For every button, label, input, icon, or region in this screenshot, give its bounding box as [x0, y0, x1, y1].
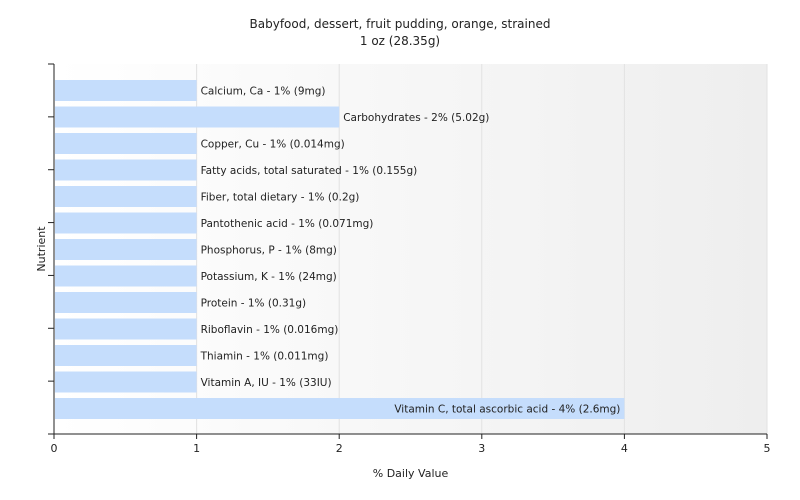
bar	[55, 318, 197, 340]
bar	[55, 371, 197, 393]
bar	[55, 106, 340, 128]
chart-title: Babyfood, dessert, fruit pudding, orange…	[250, 17, 551, 31]
x-axis-title: % Daily Value	[373, 467, 449, 480]
x-tick-label: 5	[764, 442, 771, 455]
x-tick-label: 4	[621, 442, 628, 455]
bar-label: Carbohydrates - 2% (5.02g)	[343, 112, 489, 124]
bar	[55, 133, 197, 154]
bar	[55, 398, 625, 419]
bar	[55, 80, 197, 101]
bar-label: Pantothenic acid - 1% (0.071mg)	[201, 218, 374, 230]
bar	[55, 186, 197, 207]
bar-label: Vitamin C, total ascorbic acid - 4% (2.6…	[394, 404, 620, 416]
bar	[55, 345, 197, 366]
bars	[55, 80, 625, 419]
y-ticks	[48, 63, 54, 435]
y-axis-title: Nutrient	[35, 226, 48, 272]
x-tick-label: 1	[193, 442, 200, 455]
chart-subtitle: 1 oz (28.35g)	[360, 34, 440, 48]
bar	[55, 159, 197, 181]
bar-label: Potassium, K - 1% (24mg)	[201, 271, 337, 283]
bar-label: Phosphorus, P - 1% (8mg)	[201, 245, 337, 257]
bar-label: Riboflavin - 1% (0.016mg)	[201, 324, 339, 336]
x-tick-label: 3	[478, 442, 485, 455]
bar-label: Calcium, Ca - 1% (9mg)	[201, 86, 326, 98]
x-tick-label: 0	[51, 442, 58, 455]
bar-label: Copper, Cu - 1% (0.014mg)	[201, 139, 345, 151]
bar-label: Fatty acids, total saturated - 1% (0.155…	[201, 165, 418, 177]
bar	[55, 239, 197, 260]
bar-label: Fiber, total dietary - 1% (0.2g)	[201, 192, 360, 204]
bar	[55, 265, 197, 287]
x-ticks: 0 1 2 3 4 5	[51, 434, 771, 455]
bar-label: Thiamin - 1% (0.011mg)	[200, 351, 329, 363]
bar-label: Vitamin A, IU - 1% (33IU)	[201, 377, 332, 389]
bar-label: Protein - 1% (0.31g)	[201, 298, 307, 310]
bar-labels: Calcium, Ca - 1% (9mg) Carbohydrates - 2%…	[200, 86, 621, 416]
x-tick-label: 2	[336, 442, 343, 455]
bar	[55, 292, 197, 313]
bar	[55, 212, 197, 234]
